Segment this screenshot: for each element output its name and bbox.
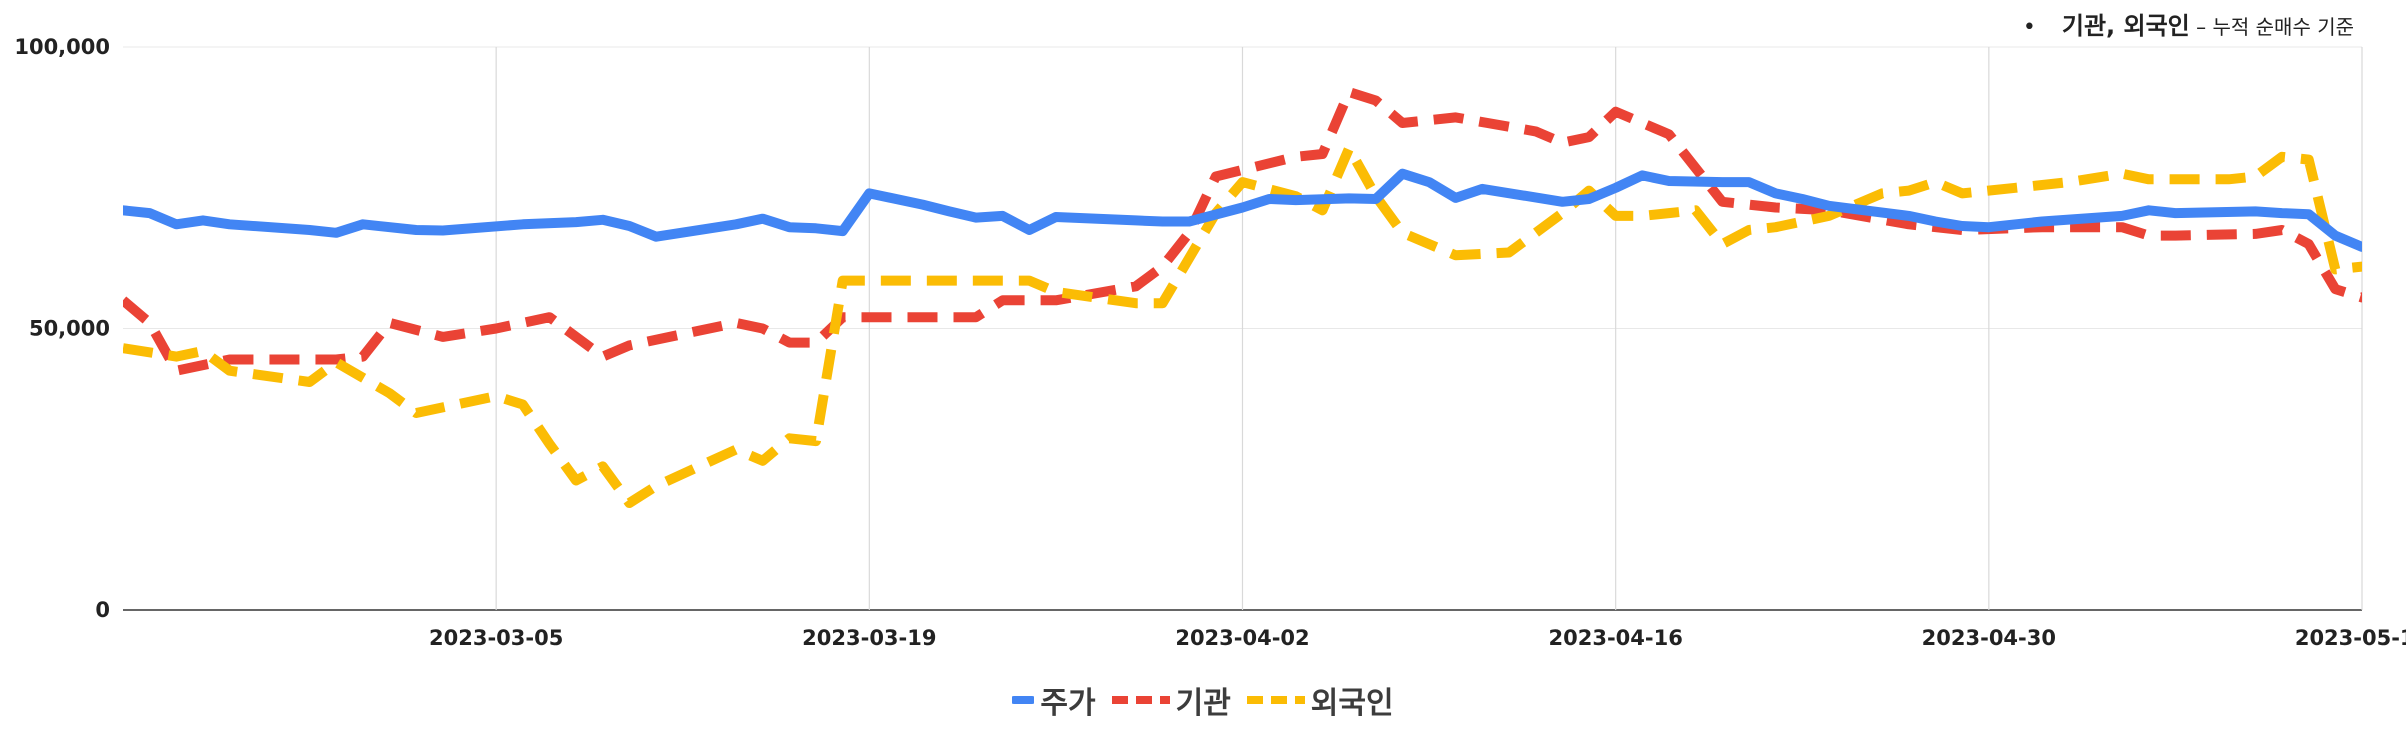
series-line-주가 — [123, 168, 2362, 252]
y-tick-label: 50,000 — [29, 317, 110, 341]
x-tick-label: 2023-03-19 — [802, 626, 936, 650]
legend-swatch — [1012, 696, 1035, 704]
series-lines — [123, 87, 2362, 508]
x-tick-label: 2023-05-14 — [2295, 626, 2406, 650]
series-line-기관 — [123, 87, 2362, 376]
x-tick-label: 2023-04-30 — [1922, 626, 2056, 650]
legend-item: 주가 — [1012, 678, 1096, 722]
chart-grid — [123, 46, 2363, 611]
x-tick-label: 2023-04-16 — [1549, 626, 1683, 650]
legend-item: 기관 — [1111, 678, 1231, 722]
y-tick-label: 100,000 — [14, 35, 110, 59]
annotation-bullet: • — [2022, 15, 2036, 40]
legend-swatch — [1111, 696, 1170, 704]
legend-label: 주가 — [1040, 686, 1096, 721]
chart-annotation: • 기관, 외국인 – 누적 순매수 기준 — [2023, 6, 2354, 41]
y-tick-label: 0 — [95, 598, 110, 622]
legend-label: 기관 — [1175, 686, 1231, 721]
x-tick-label: 2023-04-02 — [1175, 626, 1309, 650]
x-tick-label: 2023-03-05 — [429, 626, 563, 650]
annotation-text: – 누적 순매수 기준 — [2189, 15, 2354, 39]
chart-legend: 주가 기관 외국인 — [0, 678, 2406, 722]
legend-item: 외국인 — [1246, 678, 1394, 722]
series-line-외국인 — [123, 143, 2362, 508]
y-axis-labels: 0 50,000 100,000 — [14, 35, 110, 622]
annotation-bold-text: 기관, 외국인 — [2061, 12, 2190, 40]
legend-label: 외국인 — [1310, 686, 1394, 721]
x-axis-labels: 2023-03-05 2023-03-19 2023-04-02 2023-04-16… — [429, 626, 2406, 650]
legend-swatch — [1246, 696, 1305, 704]
